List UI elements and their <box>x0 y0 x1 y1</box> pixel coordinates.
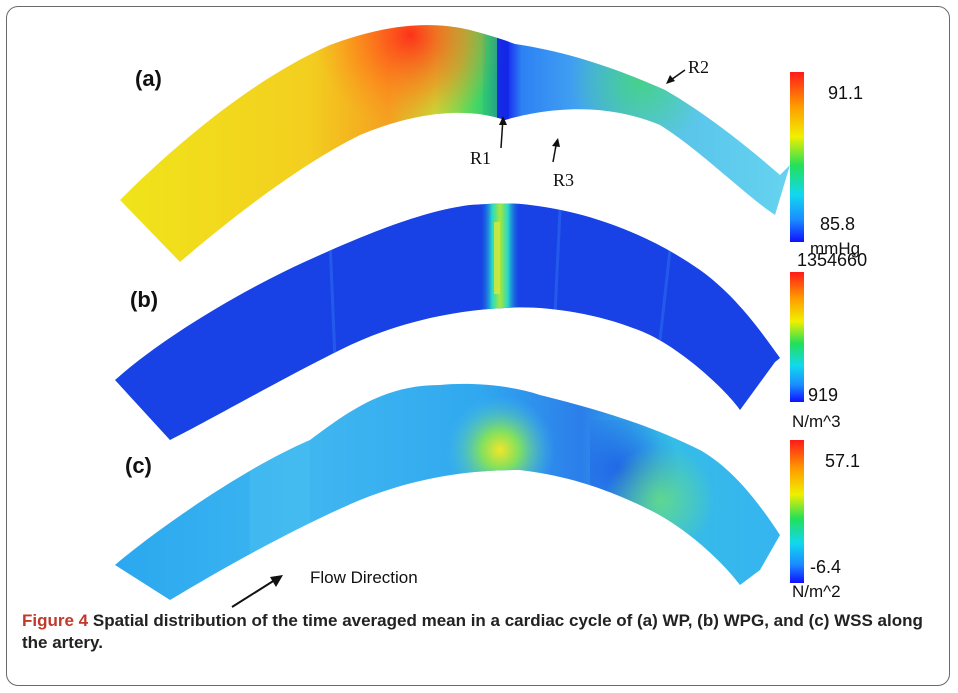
colorbar-wp-unit: mmHg <box>810 239 860 258</box>
colorbar-wpg-min: 919 <box>808 385 838 405</box>
colorbar-wss: 57.1 -6.4 N/m^2 <box>790 440 860 601</box>
panel-label-b: (b) <box>130 287 158 312</box>
colorbar-wss-unit: N/m^2 <box>792 582 841 601</box>
annotation-r3: R3 <box>552 138 574 190</box>
flow-direction-indicator: Flow Direction <box>231 568 418 608</box>
caption-lead: Figure 4 <box>22 611 89 630</box>
colorbar-wp: 91.1 85.8 mmHg <box>790 72 863 258</box>
colorbar-wpg-max: 1354660 <box>797 250 867 270</box>
colorbar-wp-max: 91.1 <box>828 83 863 103</box>
panel-label-c: (c) <box>125 453 152 478</box>
annotation-r1-label: R1 <box>470 148 491 168</box>
colorbar-wpg: 1354660 919 N/m^3 <box>790 250 867 431</box>
annotation-r3-label: R3 <box>553 170 574 190</box>
colorbar-wp-min: 85.8 <box>820 214 855 234</box>
flow-direction-label: Flow Direction <box>310 568 418 587</box>
annotation-r2: R2 <box>666 57 709 84</box>
panel-label-a: (a) <box>135 66 162 91</box>
figure-caption: Figure 4 Spatial distribution of the tim… <box>22 610 937 654</box>
colorbar-wss-max: 57.1 <box>825 451 860 471</box>
annotation-r2-label: R2 <box>688 57 709 77</box>
caption-text: Spatial distribution of the time average… <box>22 611 923 652</box>
colorbar-wpg-unit: N/m^3 <box>792 412 841 431</box>
colorbar-wss-min: -6.4 <box>810 557 841 577</box>
annotation-r1: R1 <box>470 116 507 168</box>
